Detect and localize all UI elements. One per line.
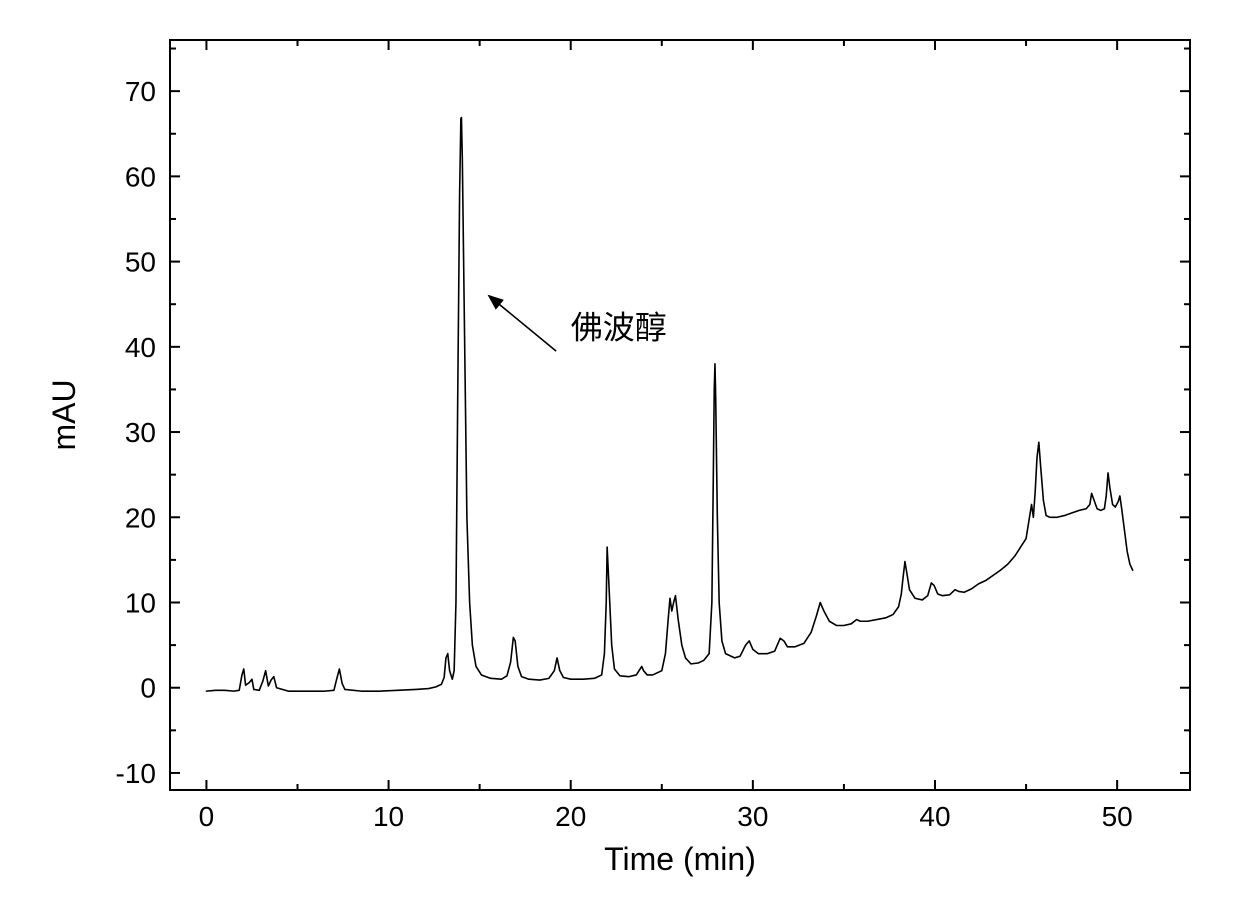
x-tick-label: 50: [1102, 801, 1133, 832]
annotation-arrow: [489, 296, 556, 351]
y-tick-label: 30: [125, 417, 156, 448]
y-tick-label: 20: [125, 502, 156, 533]
y-tick-label: 50: [125, 247, 156, 278]
y-tick-label: 70: [125, 76, 156, 107]
x-tick-label: 20: [555, 801, 586, 832]
y-tick-label: 10: [125, 588, 156, 619]
y-tick-label: 60: [125, 161, 156, 192]
chromatogram-chart: 0 10 20 30 40 50 -10 0 10 20 30 40 50 60 70 Time (min) m…: [0, 0, 1240, 905]
annotation-label: 佛波醇: [571, 309, 667, 345]
x-axis-label: Time (min): [604, 841, 756, 877]
chart-svg: 0 10 20 30 40 50 -10 0 10 20 30 40 50 60 70 Time (min) m…: [0, 0, 1240, 905]
chromatogram-trace: [206, 118, 1132, 692]
y-axis-label: mAU: [46, 379, 82, 450]
x-tick-label: 10: [373, 801, 404, 832]
y-tick-label: -10: [116, 758, 156, 789]
x-tick-label: 0: [199, 801, 215, 832]
x-tick-label: 40: [919, 801, 950, 832]
y-tick-label: 0: [140, 673, 156, 704]
x-tick-label: 30: [737, 801, 768, 832]
y-tick-label: 40: [125, 332, 156, 363]
plot-frame: [170, 40, 1190, 790]
